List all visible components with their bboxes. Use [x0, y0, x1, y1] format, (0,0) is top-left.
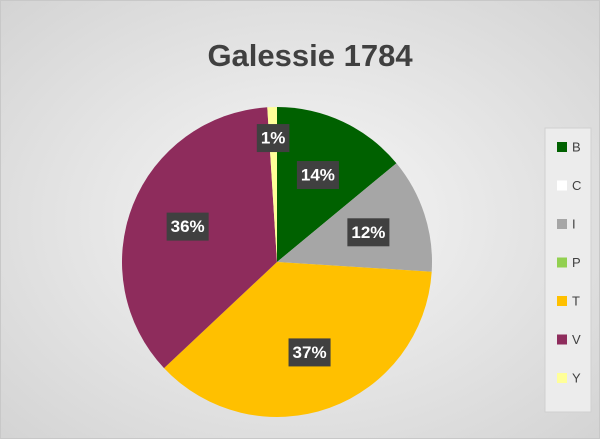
legend-swatch [557, 142, 567, 152]
legend-label: Y [572, 370, 581, 385]
pie-slice [277, 163, 432, 272]
legend-swatch [557, 257, 567, 268]
data-label: 1% [261, 129, 286, 148]
data-label-box [296, 161, 339, 190]
legend-label: T [572, 293, 580, 308]
legend-swatch [557, 334, 567, 345]
data-label: 36% [171, 217, 205, 236]
legend-swatch [557, 180, 567, 191]
chart-title: Galessie 1784 [207, 38, 413, 73]
legend-label: C [572, 178, 581, 193]
data-label-box [288, 338, 331, 367]
data-label-box [347, 218, 390, 247]
legend-label: I [572, 216, 576, 231]
data-label-box [256, 124, 290, 153]
data-label-box [166, 212, 209, 241]
data-label: 12% [351, 223, 385, 242]
legend-label: P [572, 255, 581, 270]
legend-label: V [572, 332, 581, 347]
legend-label: B [572, 139, 581, 154]
data-label: 14% [301, 166, 335, 185]
legend-box [544, 127, 592, 413]
legend-swatch [557, 296, 567, 306]
legend-swatch [557, 373, 567, 383]
data-label: 37% [293, 343, 327, 362]
legend-swatch [557, 219, 567, 229]
